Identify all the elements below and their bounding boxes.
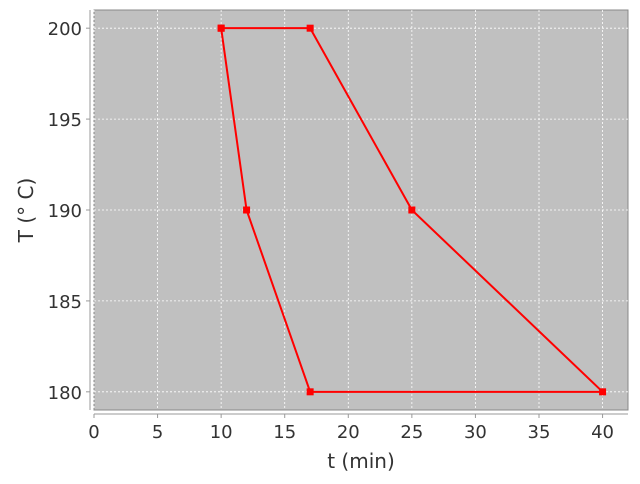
data-point <box>306 388 314 396</box>
x-tick-label: 10 <box>210 422 233 443</box>
x-tick-label: 5 <box>152 422 163 443</box>
x-tick-label: 15 <box>273 422 296 443</box>
data-point <box>599 388 607 396</box>
y-tick-label: 185 <box>48 292 82 313</box>
data-point <box>408 206 416 214</box>
x-tick-label: 20 <box>337 422 360 443</box>
axes: 0 5 10 15 20 25 30 35 40 180 185 190 195 200 <box>48 10 628 443</box>
y-tick-label: 190 <box>48 201 82 222</box>
series <box>217 24 607 396</box>
grid <box>93 10 628 410</box>
y-tick-label: 180 <box>48 383 82 404</box>
x-tick-label: 25 <box>400 422 423 443</box>
x-tick-label: 30 <box>464 422 487 443</box>
x-axis-label: t (min) <box>327 449 395 473</box>
data-point <box>243 206 251 214</box>
data-point <box>217 24 225 32</box>
y-tick-label: 200 <box>48 19 82 40</box>
y-axis-label: T (° C) <box>14 178 38 244</box>
x-tick-label: 40 <box>591 422 614 443</box>
x-tick-label: 35 <box>528 422 551 443</box>
data-point <box>306 24 314 32</box>
y-tick-label: 195 <box>48 110 82 131</box>
x-tick-label: 0 <box>88 422 99 443</box>
